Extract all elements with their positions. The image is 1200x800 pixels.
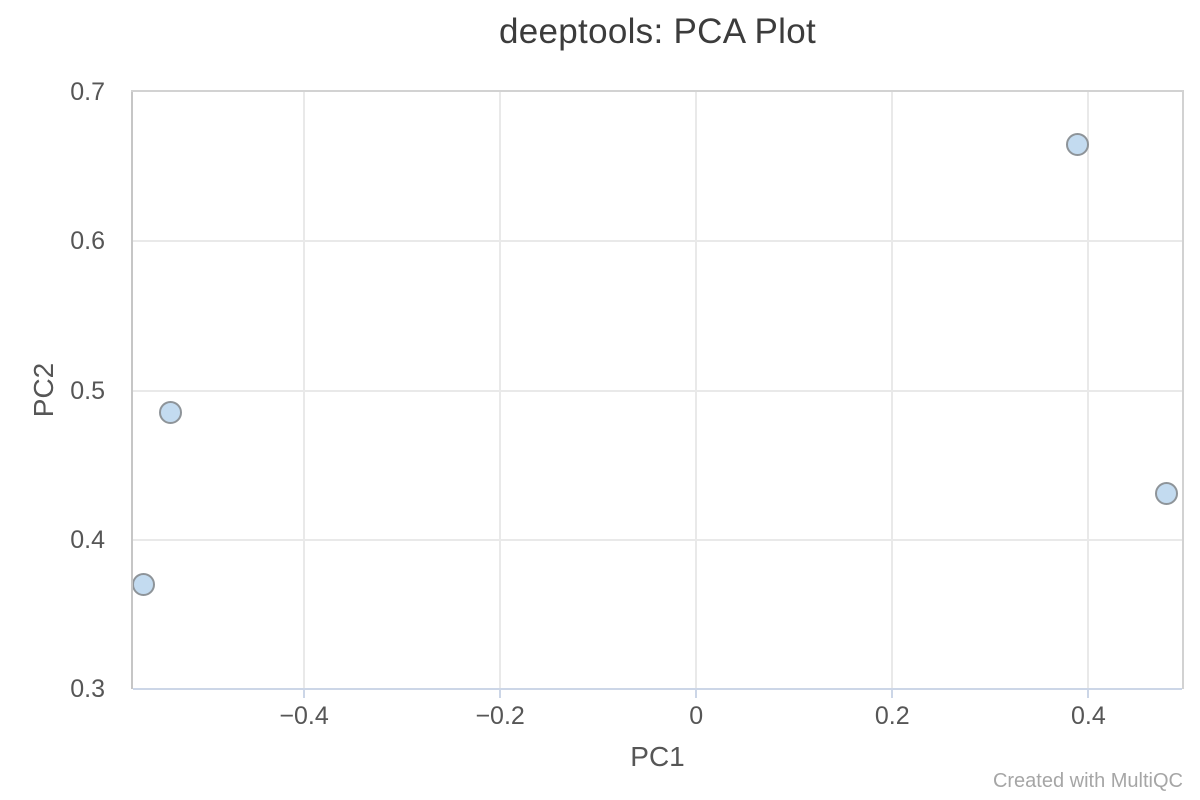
y-tick-label: 0.4 (70, 525, 105, 554)
y-tick-label: 0.5 (70, 376, 105, 405)
y-tick-label: 0.7 (70, 78, 105, 106)
plot-border-right (1182, 90, 1184, 689)
x-tick-mark (303, 690, 306, 698)
y-axis-line (131, 92, 133, 689)
y-tick-label: 0.6 (70, 227, 105, 256)
plot-border-top (131, 90, 1184, 92)
x-axis-line (133, 688, 1182, 690)
chart-title: deeptools: PCA Plot (498, 12, 816, 51)
plot-area (131, 92, 1182, 689)
horizontal-gridline (133, 538, 1182, 541)
x-tick-label: 0 (689, 702, 704, 730)
horizontal-gridline (133, 240, 1182, 243)
horizontal-gridline (133, 389, 1182, 392)
y-tick-label: 0.3 (70, 675, 105, 703)
data-point (131, 573, 155, 597)
x-tick-mark (499, 690, 502, 698)
x-tick-label: 0.2 (874, 702, 910, 730)
x-tick-mark (695, 690, 698, 698)
x-axis-title: PC1 (630, 741, 685, 772)
data-point (1155, 481, 1179, 505)
x-tick-label: −0.4 (279, 702, 329, 730)
multiqc-watermark: Created with MultiQC (992, 770, 1183, 792)
x-tick-label: 0.4 (1070, 702, 1106, 730)
x-tick-mark (891, 690, 894, 698)
x-tick-label: −0.2 (475, 702, 525, 730)
data-point (159, 401, 183, 425)
x-tick-mark (1087, 690, 1090, 698)
y-axis-title: PC2 (28, 362, 59, 418)
data-point (1066, 132, 1090, 156)
